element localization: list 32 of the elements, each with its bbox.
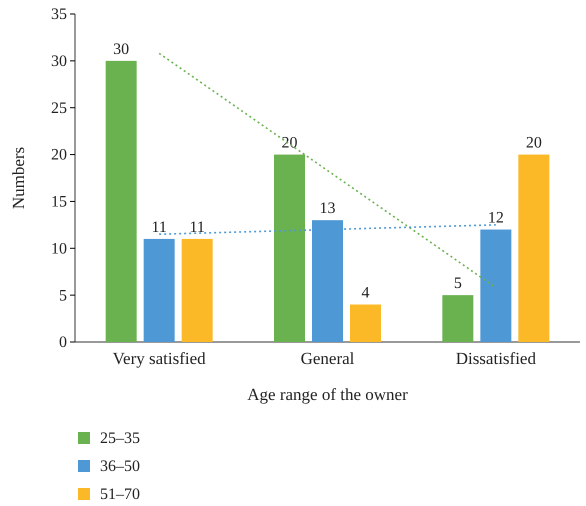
bar (518, 154, 550, 342)
bar (350, 304, 381, 342)
bar (182, 238, 213, 342)
x-axis-title: Age range of the owner (247, 385, 408, 404)
y-axis-title: Numbers (9, 146, 28, 210)
y-tick-label: 15 (51, 194, 67, 211)
y-tick-label: 5 (59, 287, 67, 304)
y-tick-label: 30 (51, 52, 67, 70)
bar (106, 60, 137, 342)
x-tick-label: Very satisfied (112, 349, 206, 368)
x-tick-label: Dissatisfied (456, 349, 536, 368)
bar (480, 230, 512, 342)
y-tick-label: 10 (51, 240, 67, 258)
bar (144, 238, 175, 342)
legend-label: 51–70 (100, 486, 140, 503)
y-tick-label: 35 (51, 6, 67, 24)
x-tick-label: General (300, 349, 355, 368)
bar (442, 295, 474, 342)
data-label: 5 (454, 275, 462, 292)
data-label: 13 (320, 200, 336, 218)
data-label: 20 (282, 134, 298, 152)
data-label: 30 (113, 40, 130, 58)
y-tick-label: 20 (51, 146, 67, 164)
y-tick-label: 0 (59, 334, 67, 352)
data-label: 4 (362, 284, 370, 302)
y-tick-label: 25 (51, 100, 67, 117)
data-label: 20 (526, 134, 542, 152)
data-label: 11 (189, 218, 205, 236)
data-label: 12 (488, 210, 504, 227)
legend-label: 36–50 (100, 458, 140, 475)
data-label: 11 (151, 218, 167, 236)
legend-label: 25–35 (100, 430, 140, 447)
